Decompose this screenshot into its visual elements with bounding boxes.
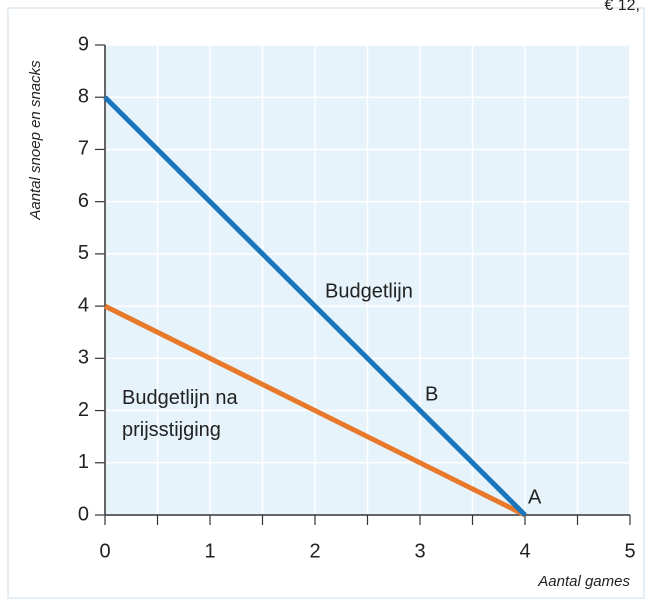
x-axis-label: Aantal games <box>537 573 630 590</box>
annotation: B <box>425 383 438 405</box>
legend-label-box: Budgetlijn na prijsstijging <box>122 387 238 441</box>
y-tick-label: 0 <box>78 503 89 525</box>
frame <box>7 7 645 599</box>
x-tick-label: 5 <box>624 540 635 562</box>
x-tick-label: 3 <box>414 540 425 562</box>
x-tick-label: 2 <box>309 540 320 562</box>
y-tick-label: 1 <box>78 451 89 473</box>
corner-text: € 12, <box>604 0 640 14</box>
y-tick-label: 5 <box>78 242 89 264</box>
marks <box>103 95 527 518</box>
legend-label: Budgetlijn na prijsstijging <box>122 387 238 441</box>
x-tick-label: 4 <box>519 540 530 562</box>
grid: 0 1 2 3 4 5 6 7 8 9 0 1 2 3 4 5 <box>78 33 636 562</box>
x-tick-label: 0 <box>99 540 110 562</box>
y-tick-label: 9 <box>78 33 89 55</box>
line-series <box>103 303 527 518</box>
y-axis-label: Aantal snoep en snacks <box>27 60 44 221</box>
y-tick-label: 8 <box>78 86 89 108</box>
y-tick-label: 4 <box>78 294 89 316</box>
x-tick-label: 1 <box>204 540 215 562</box>
line-series <box>103 95 527 517</box>
legend-label: Budgetlijn <box>325 280 413 302</box>
y-tick-label: 3 <box>78 347 89 369</box>
annotation: A <box>528 486 542 508</box>
y-tick-label: 6 <box>78 190 89 212</box>
y-tick-label: 7 <box>78 138 89 160</box>
y-tick-label: 2 <box>78 399 89 421</box>
